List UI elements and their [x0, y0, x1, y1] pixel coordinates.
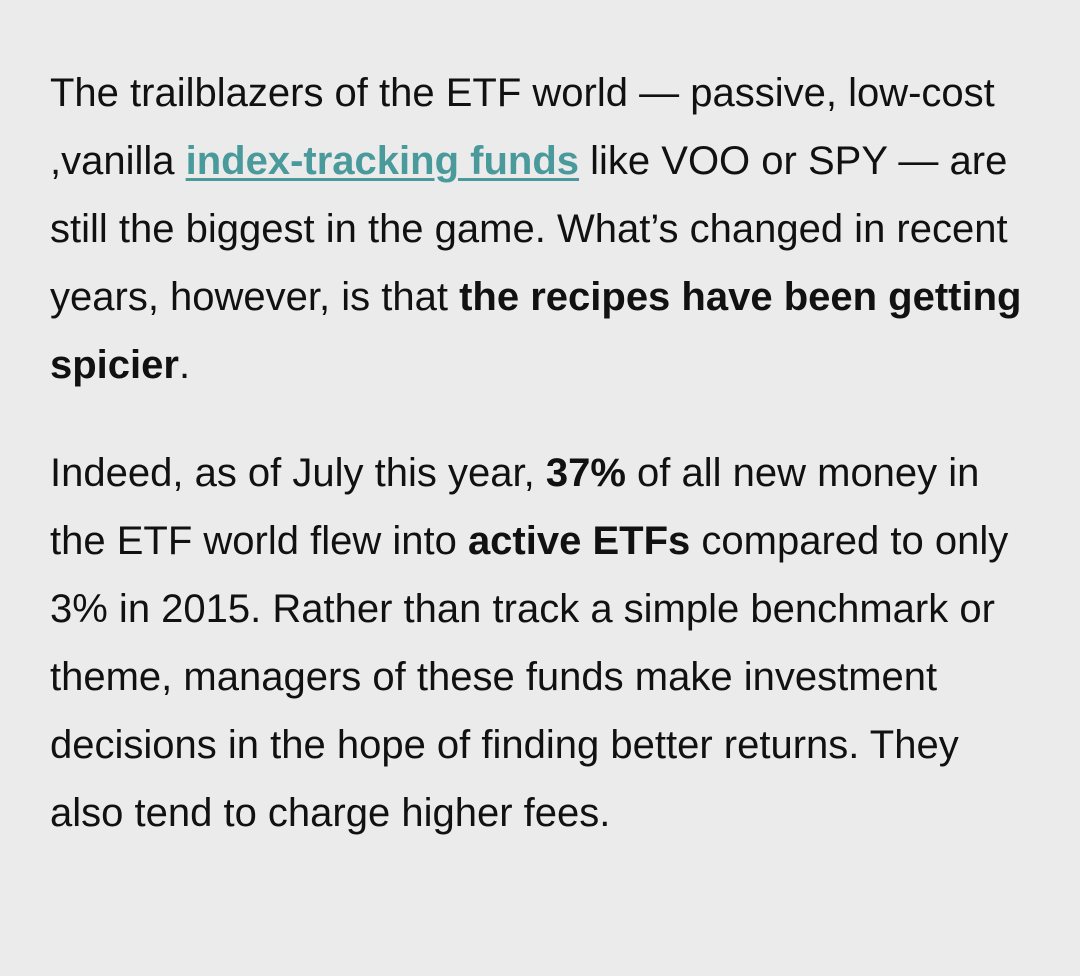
index-tracking-funds-link[interactable]: index-tracking funds [185, 139, 580, 183]
paragraph-1-text-3: . [178, 343, 191, 387]
paragraph-2-text-3: compared to only 3% in 2015. Rather than… [50, 519, 1009, 835]
paragraph-2: Indeed, as of July this year, 37% of all… [50, 439, 1035, 847]
paragraph-2-bold-percent: 37% [545, 451, 626, 495]
paragraph-2-text-2: of all new money in the ETF world flew i… [50, 451, 980, 563]
paragraph-1-bold-text: the recipes have been getting spicier [50, 275, 1022, 387]
article-body: The trailblazers of the ETF world — pass… [50, 59, 1035, 847]
paragraph-2-text-1: Indeed, as of July this year, [50, 451, 546, 495]
paragraph-1: The trailblazers of the ETF world — pass… [50, 59, 1035, 399]
paragraph-1-text-1: The trailblazers of the ETF world — pass… [50, 71, 995, 183]
paragraph-1-text-2: like VOO or SPY — are still the biggest … [50, 139, 1008, 319]
paragraph-2-bold-active-etfs: active ETFs [467, 519, 691, 563]
